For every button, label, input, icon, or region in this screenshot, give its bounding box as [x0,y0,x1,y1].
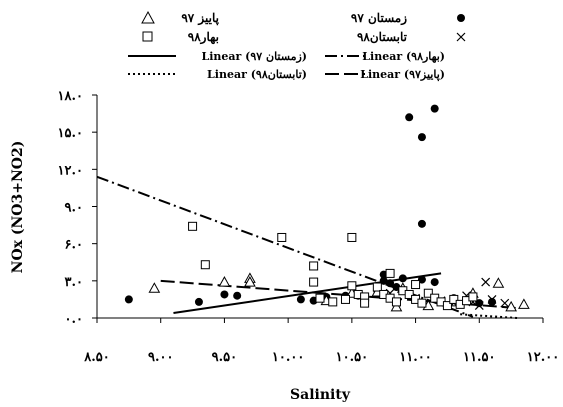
legend-entry-winter97: زمستان ۹۷ [351,11,465,26]
data-point-series-3 [411,280,421,290]
legend-label-trend-spring98: Linear (بهار۹۸) [362,50,445,63]
trendline-0 [173,272,442,315]
data-point-series-0 [488,297,497,306]
legend-label-trend-winter97: Linear (زمستان ۹۷) [201,50,307,63]
x-tick-label: ۱۰.۰۰ [272,350,304,365]
y-tick-label: ۱۸.۰ [58,89,83,104]
legend-entry-trend-winter97: Linear (زمستان ۹۷) [128,50,307,63]
data-point-series-3 [360,298,370,308]
data-point-series-2 [500,298,510,308]
legend-label-trend-summer98: Linear (تابستان۹۸) [207,68,307,81]
y-axis-label: NOx (NO3+NO2) [10,141,26,274]
data-point-series-0 [417,219,426,228]
x-tick-label: ۹.۵۰ [212,350,237,365]
legend: زمستان ۹۷ پاییز ۹۷ تابستان۹۸ بهار۹۸ Line… [128,10,466,81]
data-point-series-3 [449,294,459,304]
data-point-series-0 [194,297,203,306]
data-point-series-3 [277,232,287,242]
legend-entry-trend-spring98: Linear (بهار۹۸) [325,50,445,63]
data-point-series-1 [244,276,256,287]
legend-entry-autumn97: پاییز ۹۷ [141,10,220,26]
x-tick-label: ۱۱.۰۰ [399,350,431,365]
data-point-series-3 [417,298,427,308]
legend-label-trend-autumn97: Linear (پاییز۹۷) [360,68,445,81]
y-tick-label: ۳.۰ [65,275,84,290]
x-tick-label: ۱۰.۵۰ [336,350,368,365]
legend-label-winter97: زمستان ۹۷ [351,11,407,26]
data-point-series-0 [430,104,439,113]
legend-label-summer98: تابستان۹۸ [357,30,408,44]
data-point-series-0 [220,290,229,299]
data-point-series-1 [492,277,505,288]
data-point-series-3 [309,277,319,287]
data-point-series-0 [124,295,133,304]
data-point-series-3 [391,297,401,307]
x-ticks: ۸.۵۰ ۹.۰۰ ۹.۵۰ ۱۰.۰۰ ۱۰.۵۰ ۱۱.۰۰ ۱۱.۵۰ ۱۲.۰۰ [83,318,559,365]
data-point-series-1 [218,276,231,287]
y-ticks: ۰.۰ ۳.۰ ۶.۰ ۹.۰ ۱۲.۰ ۱۵.۰ ۱۸.۰ [58,89,97,327]
data-point-series-2 [487,294,497,304]
data-point-series-3 [340,294,350,304]
legend-label-spring98: بهار۹۸ [188,30,219,45]
y-tick-label: ۱۲.۰ [58,163,83,178]
data-points [124,104,530,312]
data-point-series-3 [442,301,452,311]
legend-label-autumn97: پاییز ۹۷ [181,11,219,26]
data-point-series-3 [315,293,325,303]
legend-entry-trend-summer98: Linear (تابستان۹۸) [128,68,307,81]
legend-entry-summer98: تابستان۹۸ [357,30,466,44]
data-point-series-3 [423,288,433,298]
data-point-series-1 [148,282,161,293]
legend-entry-trend-autumn97: Linear (پاییز۹۷) [325,68,445,81]
data-point-series-0 [296,295,305,304]
data-point-series-3 [347,281,357,291]
x-tick-label: ۱۲.۰۰ [527,350,559,365]
data-point-series-0 [386,279,395,288]
data-point-series-3 [385,268,395,278]
x-axis-label: Salinity [290,387,351,403]
data-point-series-3 [347,232,357,242]
y-tick-label: ۰.۰ [65,312,84,327]
data-point-series-2 [474,301,484,311]
legend-entry-spring98: بهار۹۸ [142,30,219,45]
x-tick-label: ۱۱.۵۰ [463,350,495,365]
data-point-series-0 [233,291,242,300]
data-point-series-2 [481,277,491,287]
data-point-series-3 [328,297,338,307]
data-point-series-0 [405,113,414,122]
x-tick-label: ۸.۵۰ [83,350,109,365]
data-point-series-0 [398,274,407,283]
x-tick-label: ۹.۰۰ [148,350,173,365]
data-point-series-0 [417,133,426,142]
data-point-series-0 [430,278,439,287]
data-point-series-3 [372,282,382,292]
data-point-series-3 [468,292,478,302]
y-tick-label: ۱۵.۰ [58,126,83,141]
data-point-series-1 [518,298,530,309]
data-point-series-3 [200,260,210,270]
y-tick-label: ۶.۰ [65,238,84,253]
data-point-series-3 [188,221,198,231]
y-tick-label: ۹.۰ [65,201,84,216]
data-point-series-3 [404,289,414,299]
data-point-series-3 [309,261,319,271]
